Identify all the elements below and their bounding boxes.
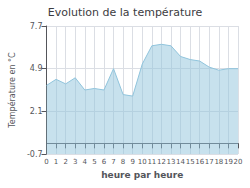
svg-text:2.1: 2.1 [30, 107, 43, 116]
svg-text:15: 15 [186, 158, 195, 166]
svg-text:18: 18 [214, 158, 223, 166]
svg-text:3: 3 [73, 158, 77, 166]
svg-text:4.9: 4.9 [30, 64, 43, 73]
svg-text:1: 1 [54, 158, 58, 166]
svg-text:13: 13 [167, 158, 176, 166]
svg-text:0: 0 [44, 158, 48, 166]
svg-text:Evolution de la température: Evolution de la température [48, 6, 203, 19]
svg-text:8: 8 [121, 158, 125, 166]
svg-text:17: 17 [205, 158, 214, 166]
svg-text:5: 5 [92, 158, 96, 166]
svg-text:20: 20 [234, 158, 243, 166]
svg-text:11: 11 [147, 158, 156, 166]
svg-text:12: 12 [157, 158, 166, 166]
svg-text:7: 7 [111, 158, 115, 166]
svg-text:Température en °C: Température en °C [7, 52, 17, 129]
svg-text:heure par heure: heure par heure [101, 170, 183, 180]
svg-text:-0.7: -0.7 [27, 150, 43, 159]
svg-text:14: 14 [176, 158, 185, 166]
svg-text:4: 4 [83, 158, 88, 166]
svg-text:9: 9 [130, 158, 134, 166]
svg-text:7.7: 7.7 [30, 22, 43, 31]
svg-text:16: 16 [195, 158, 204, 166]
svg-text:2: 2 [63, 158, 67, 166]
svg-text:19: 19 [224, 158, 233, 166]
svg-text:6: 6 [102, 158, 107, 166]
svg-text:10: 10 [138, 158, 147, 166]
